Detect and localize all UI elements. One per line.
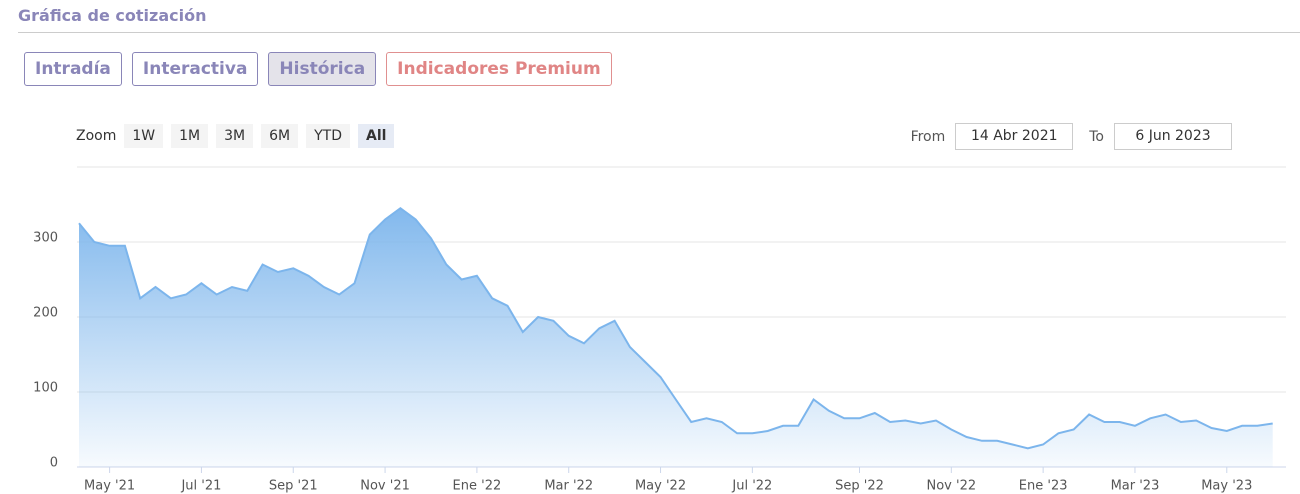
y-tick-label: 300 xyxy=(33,231,58,246)
x-tick-label: Jul '21 xyxy=(180,479,221,494)
tab[interactable]: Intradía xyxy=(24,52,122,86)
tab[interactable]: Histórica xyxy=(268,52,377,86)
x-tick-label: Nov '22 xyxy=(927,479,977,494)
page-title: Gráfica de cotización xyxy=(18,6,207,25)
x-tick-label: Jul '22 xyxy=(731,479,772,494)
x-tick-label: Sep '22 xyxy=(835,479,884,494)
area-fill xyxy=(79,208,1273,468)
x-tick-label: Nov '21 xyxy=(360,479,410,494)
zoom-button[interactable]: 6M xyxy=(261,124,299,148)
tab[interactable]: Indicadores Premium xyxy=(386,52,612,86)
date-range: From 14 Abr 2021 To 6 Jun 2023 xyxy=(911,123,1238,150)
from-input[interactable]: 14 Abr 2021 xyxy=(955,123,1074,150)
y-tick-label: 200 xyxy=(33,306,58,321)
price-line xyxy=(78,207,1273,450)
x-tick-label: Mar '23 xyxy=(1111,479,1160,494)
to-input[interactable]: 6 Jun 2023 xyxy=(1114,123,1232,150)
x-tick-label: Ene '22 xyxy=(453,479,502,494)
zoom-button[interactable]: 1M xyxy=(171,124,209,148)
zoom-label: Zoom xyxy=(76,128,117,144)
from-label: From xyxy=(910,128,946,145)
x-tick-label: Sep '21 xyxy=(269,479,318,494)
tab-bar: Intradía Interactiva Histórica Indicadores … xyxy=(24,52,612,86)
y-tick-label: 100 xyxy=(33,381,58,396)
x-tick-label: May '23 xyxy=(1201,479,1252,494)
zoom-bar: Zoom 1W 1M 3M 6M YTD All xyxy=(76,124,395,148)
zoom-button[interactable]: All xyxy=(358,124,395,148)
x-tick-label: May '21 xyxy=(84,479,135,494)
x-tick-label: Ene '23 xyxy=(1019,479,1068,494)
y-tick-label: 0 xyxy=(50,456,58,471)
x-tick-label: May '22 xyxy=(635,479,686,494)
zoom-button[interactable]: YTD xyxy=(306,124,350,148)
to-label: To xyxy=(1089,128,1104,145)
tab[interactable]: Interactiva xyxy=(131,52,259,86)
divider xyxy=(18,32,1300,33)
zoom-button[interactable]: 1W xyxy=(124,124,164,148)
x-tick-label: Mar '22 xyxy=(544,479,593,494)
zoom-button[interactable]: 3M xyxy=(216,124,254,148)
